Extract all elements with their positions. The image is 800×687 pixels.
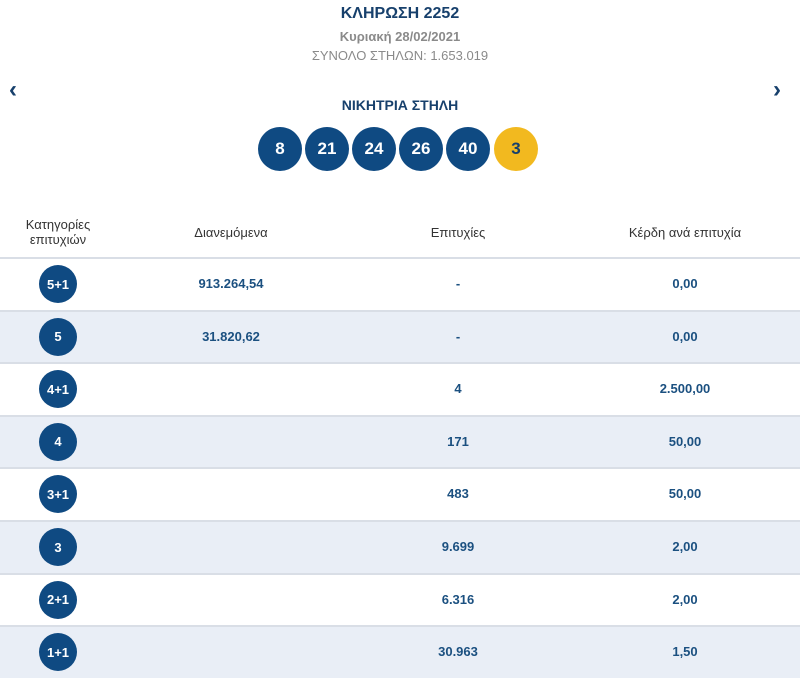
cell-prize: 1,50 bbox=[672, 644, 698, 660]
category-badge: 4 bbox=[39, 422, 77, 461]
table-row: 3 9.699 2,00 bbox=[0, 520, 800, 573]
col-header: Κέρδη ανά επιτυχία bbox=[628, 224, 742, 240]
col-header: Επιτυχίες bbox=[430, 224, 486, 240]
cell-distributed: 31.820,62 bbox=[202, 328, 260, 344]
cell-prize: 0,00 bbox=[672, 276, 698, 291]
col-header: Διανεμόμενα bbox=[194, 224, 268, 240]
cell-winners: - bbox=[455, 276, 461, 291]
prev-arrow[interactable]: ‹ bbox=[9, 76, 17, 103]
cell-distributed: 913.264,54 bbox=[198, 276, 264, 291]
category-badge: 5+1 bbox=[39, 265, 77, 303]
winning-label: ΝΙΚΗΤΡΙΑ ΣΤΗΛΗ bbox=[341, 97, 459, 113]
cell-prize: 2,00 bbox=[672, 591, 698, 607]
cell-prize: 50,00 bbox=[668, 433, 702, 449]
draw-title: ΚΛΗΡΩΣΗ 2252 bbox=[340, 5, 460, 22]
table-row: 4+1 4 2.500,00 bbox=[0, 362, 800, 415]
category-badge: 4+1 bbox=[39, 370, 77, 409]
number-ball: 24 bbox=[352, 127, 396, 171]
number-ball: 8 bbox=[258, 127, 302, 171]
table-row: 5 31.820,62 - 0,00 bbox=[0, 309, 800, 363]
cell-winners: 171 bbox=[447, 433, 469, 449]
table-row: 2+1 6.316 2,00 bbox=[0, 572, 800, 626]
category-badge: 5 bbox=[39, 317, 77, 356]
category-badge: 3 bbox=[39, 528, 77, 566]
cell-winners: 6.316 bbox=[441, 591, 475, 607]
table-row: 4 171 50,00 bbox=[0, 414, 800, 468]
number-ball: 26 bbox=[399, 127, 443, 171]
bonus-ball: 3 bbox=[494, 127, 538, 171]
cell-winners: 30.963 bbox=[438, 644, 478, 660]
cell-winners: 9.699 bbox=[441, 539, 475, 554]
draw-date: Κυριακή 28/02/2021 bbox=[339, 29, 461, 44]
cell-prize: 50,00 bbox=[668, 486, 702, 502]
table-row: 3+1 483 50,00 bbox=[0, 467, 800, 520]
cell-prize: 2.500,00 bbox=[659, 381, 711, 397]
cell-winners: 4 bbox=[454, 381, 462, 397]
table-row: 1+1 30.963 1,50 bbox=[0, 625, 800, 679]
cell-winners: - bbox=[455, 328, 461, 344]
number-ball: 40 bbox=[446, 127, 490, 171]
category-badge: 2+1 bbox=[39, 580, 77, 619]
cell-prize: 0,00 bbox=[672, 328, 698, 344]
table-row: 5+1 913.264,54 - 0,00 bbox=[0, 257, 800, 310]
total-columns: ΣΥΝΟΛΟ ΣΤΗΛΩΝ: 1.653.019 bbox=[311, 48, 489, 63]
cell-winners: 483 bbox=[447, 486, 469, 502]
col-header: Κατηγορίες επιτυχιών bbox=[25, 217, 91, 247]
next-arrow[interactable]: › bbox=[773, 76, 781, 103]
category-badge: 1+1 bbox=[39, 633, 77, 672]
cell-prize: 2,00 bbox=[672, 539, 698, 554]
number-ball: 21 bbox=[305, 127, 349, 171]
category-badge: 3+1 bbox=[39, 475, 77, 514]
